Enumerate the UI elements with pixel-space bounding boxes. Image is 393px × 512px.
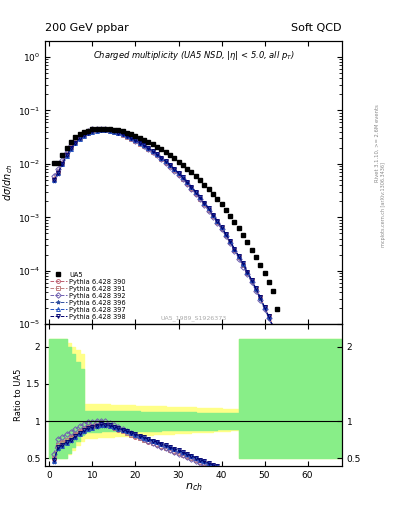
- Y-axis label: Ratio to UA5: Ratio to UA5: [14, 369, 23, 421]
- X-axis label: $n_{ch}$: $n_{ch}$: [185, 481, 202, 493]
- Text: Soft QCD: Soft QCD: [292, 23, 342, 33]
- Text: UA5_1989_S1926373: UA5_1989_S1926373: [160, 316, 227, 322]
- Legend: UA5, Pythia 6.428 390, Pythia 6.428 391, Pythia 6.428 392, Pythia 6.428 396, Pyt: UA5, Pythia 6.428 390, Pythia 6.428 391,…: [48, 270, 127, 321]
- Text: Charged multiplicity (UA5 NSD, $|\eta|$ < 5.0, all $p_T$): Charged multiplicity (UA5 NSD, $|\eta|$ …: [93, 50, 294, 62]
- Text: mcplots.cern.ch [arXiv:1306.3436]: mcplots.cern.ch [arXiv:1306.3436]: [381, 162, 386, 247]
- Text: Rivet 3.1.10, >= 2.6M events: Rivet 3.1.10, >= 2.6M events: [375, 104, 380, 182]
- Y-axis label: $d\sigma/dn_{ch}$: $d\sigma/dn_{ch}$: [1, 164, 15, 201]
- Text: 200 GeV ppbar: 200 GeV ppbar: [45, 23, 129, 33]
